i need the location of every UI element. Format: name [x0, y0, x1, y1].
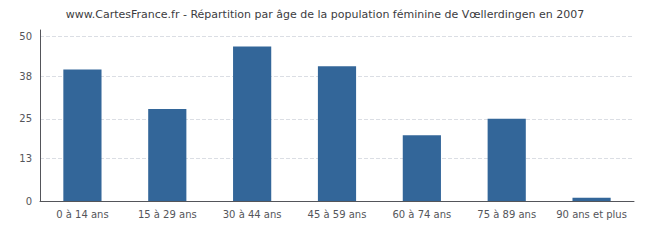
svg-text:13: 13: [19, 153, 32, 164]
svg-text:25: 25: [19, 113, 32, 124]
svg-text:45 à 59 ans: 45 à 59 ans: [308, 209, 367, 220]
svg-text:30 à 44 ans: 30 à 44 ans: [223, 209, 282, 220]
svg-text:90 ans et plus: 90 ans et plus: [556, 209, 627, 220]
svg-text:75 à 89 ans: 75 à 89 ans: [477, 209, 536, 220]
svg-text:www.CartesFrance.fr - Répartit: www.CartesFrance.fr - Répartition par âg…: [66, 8, 584, 21]
svg-text:0 à 14 ans: 0 à 14 ans: [56, 209, 108, 220]
svg-text:38: 38: [19, 71, 32, 82]
svg-text:50: 50: [19, 31, 32, 42]
svg-text:15 à 29 ans: 15 à 29 ans: [138, 209, 197, 220]
svg-text:60 à 74 ans: 60 à 74 ans: [392, 209, 451, 220]
svg-text:0: 0: [26, 196, 32, 207]
